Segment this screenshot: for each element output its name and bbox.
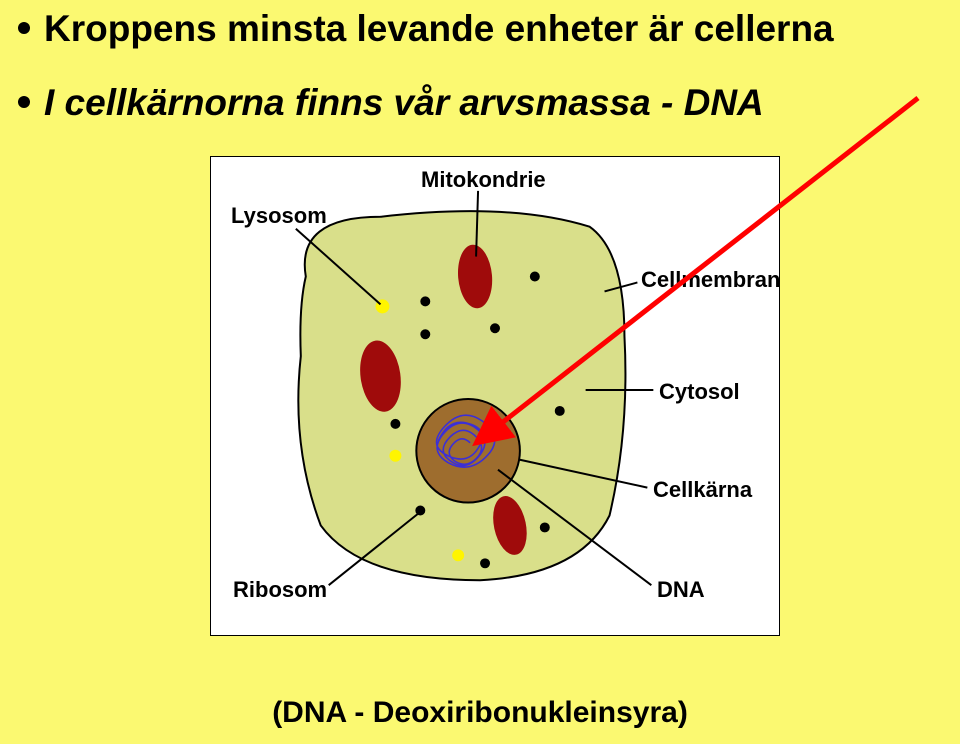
diagram-label: DNA (657, 577, 705, 603)
diagram-label: Ribosom (233, 577, 327, 603)
heading-1-text: Kroppens minsta levande enheter är celle… (44, 8, 834, 50)
diagram-label: Lysosom (231, 203, 327, 229)
footer-text: (DNA - Deoxiribonukleinsyra) (0, 696, 960, 730)
heading-2-text: I cellkärnorna finns vår arvsmassa - DNA (44, 82, 764, 124)
cell-diagram: Lysosom Mitokondrie Cellmembran Cytosol Cell… (210, 156, 780, 636)
diagram-label: Cytosol (659, 379, 740, 405)
heading-line-1: Kroppens minsta levande enheter är celle… (18, 8, 834, 50)
diagram-label: Cellkärna (653, 477, 752, 503)
diagram-label: Mitokondrie (421, 167, 546, 193)
diagram-label: Cellmembran (641, 267, 780, 293)
bullet-icon (18, 96, 30, 108)
bullet-icon (18, 22, 30, 34)
heading-line-2: I cellkärnorna finns vår arvsmassa - DNA (18, 82, 764, 124)
